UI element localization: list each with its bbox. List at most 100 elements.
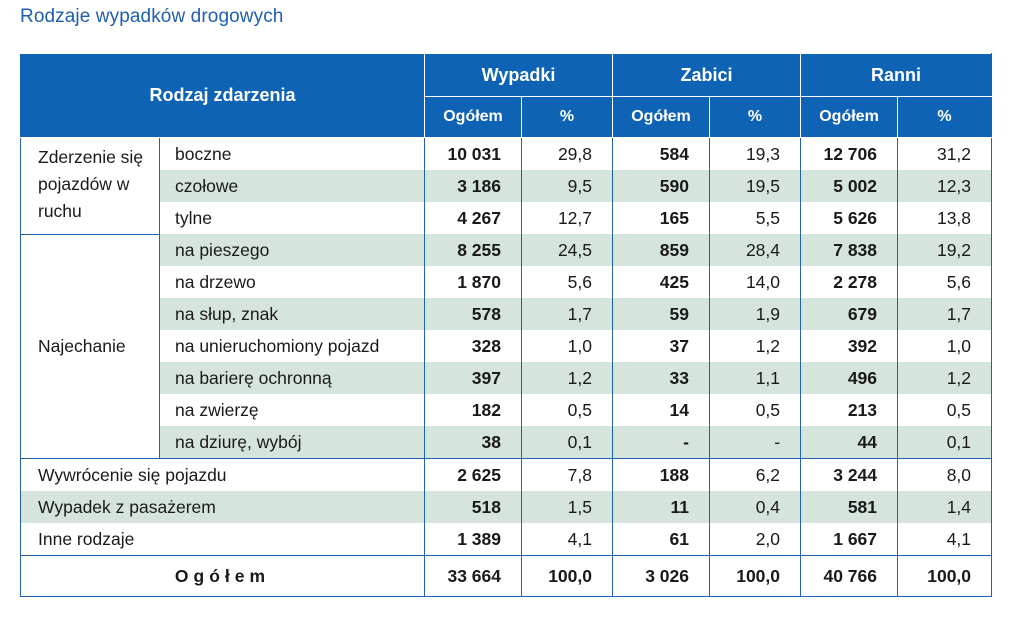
total-injured: 40 766 xyxy=(800,555,899,597)
cell-accidents-total: 8 255 xyxy=(424,234,522,266)
cell-accidents-percent: 0,5 xyxy=(521,394,613,426)
cell-injured-total: 496 xyxy=(800,362,899,394)
total-injured-percent: 100,0 xyxy=(897,555,993,597)
row-label: boczne xyxy=(159,137,425,170)
cell-accidents-percent: 29,8 xyxy=(521,137,613,170)
subheader-total: Ogółem xyxy=(612,96,710,138)
cell-accidents-percent: 5,6 xyxy=(521,266,613,298)
cell-accidents-percent: 1,0 xyxy=(521,330,613,362)
cell-injured-total: 392 xyxy=(800,330,899,362)
subheader-total: Ogółem xyxy=(424,96,522,138)
total-accidents-percent: 100,0 xyxy=(521,555,613,597)
cell-killed-percent: 2,0 xyxy=(708,523,802,556)
cell-accidents-total: 2 625 xyxy=(424,458,522,491)
total-accidents: 33 664 xyxy=(424,555,522,597)
cell-killed-total: 590 xyxy=(612,170,710,202)
cell-accidents-percent: 0,1 xyxy=(521,426,613,459)
subheader-percent: % xyxy=(708,96,802,138)
table-row: Wypadek z pasażerem 518 1,5 11 0,4 581 1… xyxy=(20,491,993,523)
cell-injured-percent: 4,1 xyxy=(897,523,993,556)
row-label: na zwierzę xyxy=(159,394,425,426)
total-label: Ogółem xyxy=(20,555,425,597)
cell-injured-total: 12 706 xyxy=(800,137,899,170)
table-row: tylne 4 267 12,7 165 5,5 5 626 13,8 xyxy=(21,202,993,234)
row-label: na pieszego xyxy=(159,234,425,266)
cell-injured-percent: 1,7 xyxy=(897,298,993,330)
cell-injured-total: 581 xyxy=(800,491,899,523)
cell-injured-total: 7 838 xyxy=(800,234,899,266)
cell-accidents-total: 328 xyxy=(424,330,522,362)
cell-killed-percent: 0,4 xyxy=(708,491,802,523)
row-label: na dziurę, wybój xyxy=(159,426,425,459)
cell-injured-total: 1 667 xyxy=(800,523,899,556)
cell-injured-total: 2 278 xyxy=(800,266,899,298)
cell-accidents-percent: 24,5 xyxy=(521,234,613,266)
cell-accidents-total: 182 xyxy=(424,394,522,426)
cell-injured-percent: 8,0 xyxy=(897,458,993,491)
cell-accidents-percent: 12,7 xyxy=(521,202,613,234)
cell-killed-total: 584 xyxy=(612,137,710,170)
cell-accidents-total: 1 870 xyxy=(424,266,522,298)
group-label-collision: Zderzenie się pojazdów w ruchu xyxy=(20,137,160,235)
row-label: czołowe xyxy=(159,170,425,202)
cell-injured-percent: 19,2 xyxy=(897,234,993,266)
row-label: Wypadek z pasażerem xyxy=(20,491,425,523)
cell-accidents-percent: 1,7 xyxy=(521,298,613,330)
table-row: na dziurę, wybój 38 0,1 - - 44 0,1 xyxy=(21,426,993,459)
row-label: na unieruchomiony pojazd xyxy=(159,330,425,362)
cell-injured-percent: 1,4 xyxy=(897,491,993,523)
row-label: Wywrócenie się pojazdu xyxy=(20,458,425,491)
row-label: tylne xyxy=(159,202,425,234)
cell-injured-percent: 5,6 xyxy=(897,266,993,298)
cell-killed-percent: 1,9 xyxy=(708,298,802,330)
cell-killed-percent: 14,0 xyxy=(708,266,802,298)
cell-killed-percent: 6,2 xyxy=(708,458,802,491)
cell-injured-total: 3 244 xyxy=(800,458,899,491)
group-label-hitting: Najechanie xyxy=(20,234,160,459)
row-label: Inne rodzaje xyxy=(20,523,425,556)
cell-killed-percent: 19,5 xyxy=(708,170,802,202)
cell-accidents-total: 3 186 xyxy=(424,170,522,202)
header-accidents: Wypadki xyxy=(424,53,613,97)
total-killed-percent: 100,0 xyxy=(708,555,802,597)
cell-accidents-percent: 1,2 xyxy=(521,362,613,394)
cell-injured-percent: 12,3 xyxy=(897,170,993,202)
cell-injured-total: 44 xyxy=(800,426,899,459)
cell-accidents-total: 10 031 xyxy=(424,137,522,170)
cell-accidents-total: 518 xyxy=(424,491,522,523)
table-row: Inne rodzaje 1 389 4,1 61 2,0 1 667 4,1 xyxy=(20,523,993,556)
cell-accidents-total: 397 xyxy=(424,362,522,394)
header-injured: Ranni xyxy=(800,53,993,97)
cell-injured-total: 5 626 xyxy=(800,202,899,234)
table-row: Zderzenie się pojazdów w ruchu boczne 10… xyxy=(20,137,993,235)
cell-killed-total: - xyxy=(612,426,710,459)
cell-killed-total: 188 xyxy=(612,458,710,491)
cell-killed-total: 859 xyxy=(612,234,710,266)
cell-injured-percent: 31,2 xyxy=(897,137,993,170)
cell-accidents-percent: 1,5 xyxy=(521,491,613,523)
table-row: na barierę ochronną 397 1,2 33 1,1 496 1… xyxy=(21,362,993,394)
cell-killed-total: 165 xyxy=(612,202,710,234)
cell-killed-percent: 1,1 xyxy=(708,362,802,394)
cell-killed-total: 59 xyxy=(612,298,710,330)
header-killed: Zabici xyxy=(611,53,802,97)
header-event-type: Rodzaj zdarzenia xyxy=(20,53,425,138)
table-row: czołowe 3 186 9,5 590 19,5 5 002 12,3 xyxy=(21,170,993,202)
cell-injured-percent: 13,8 xyxy=(897,202,993,234)
subheader-percent: % xyxy=(521,96,613,138)
cell-killed-total: 14 xyxy=(612,394,710,426)
cell-injured-total: 679 xyxy=(800,298,899,330)
total-row: Ogółem 33 664 100,0 3 026 100,0 40 766 1… xyxy=(20,555,993,597)
accidents-table: Rodzaj zdarzenia Wypadki Zabici Ranni Og… xyxy=(20,53,993,597)
total-killed: 3 026 xyxy=(612,555,710,597)
cell-killed-total: 425 xyxy=(612,266,710,298)
cell-injured-percent: 1,0 xyxy=(897,330,993,362)
table-row: na unieruchomiony pojazd 328 1,0 37 1,2 … xyxy=(21,330,993,362)
subheader-percent: % xyxy=(897,96,993,138)
cell-killed-percent: 1,2 xyxy=(708,330,802,362)
cell-accidents-total: 38 xyxy=(424,426,522,459)
cell-accidents-percent: 9,5 xyxy=(521,170,613,202)
row-label: na drzewo xyxy=(159,266,425,298)
cell-killed-percent: 5,5 xyxy=(708,202,802,234)
row-label: na słup, znak xyxy=(159,298,425,330)
